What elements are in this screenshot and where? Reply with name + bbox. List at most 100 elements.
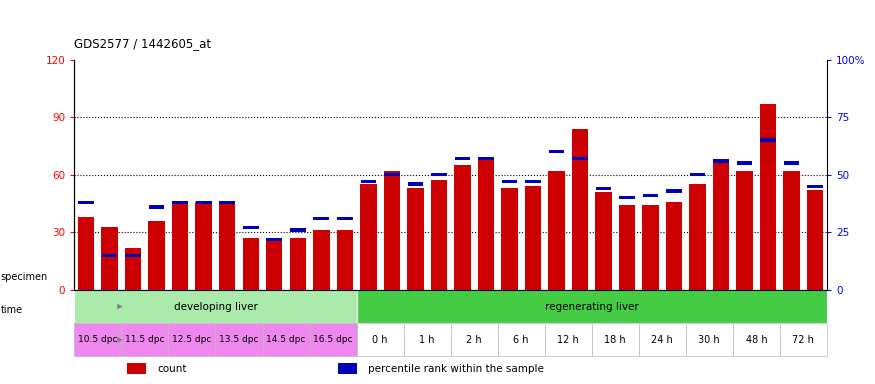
Bar: [643, 194, 658, 197]
Bar: [807, 190, 823, 290]
Text: 1 h: 1 h: [419, 335, 435, 345]
Text: 0 h: 0 h: [373, 335, 388, 345]
Text: 14.5 dpc: 14.5 dpc: [266, 335, 305, 344]
Bar: [78, 217, 94, 290]
Bar: [195, 202, 212, 290]
Bar: [737, 171, 752, 290]
Bar: [172, 202, 188, 290]
Bar: [642, 205, 659, 290]
Text: 10.5 dpc: 10.5 dpc: [78, 335, 117, 344]
Text: 13.5 dpc: 13.5 dpc: [220, 335, 259, 344]
Bar: [686, 323, 733, 356]
Bar: [733, 323, 780, 356]
Bar: [713, 163, 729, 290]
Bar: [102, 253, 117, 257]
Bar: [149, 205, 164, 209]
Bar: [383, 171, 400, 290]
Bar: [122, 323, 168, 356]
Bar: [592, 323, 639, 356]
Text: 12 h: 12 h: [557, 335, 579, 345]
Bar: [360, 180, 376, 183]
Text: GDS2577 / 1442605_at: GDS2577 / 1442605_at: [74, 37, 212, 50]
Bar: [544, 323, 592, 356]
Bar: [215, 323, 262, 356]
Bar: [501, 180, 517, 183]
Bar: [430, 180, 447, 290]
Bar: [501, 188, 518, 290]
Bar: [760, 139, 776, 142]
Text: count: count: [158, 364, 186, 374]
Bar: [596, 187, 612, 190]
Bar: [403, 323, 451, 356]
Bar: [525, 186, 541, 290]
Bar: [290, 238, 306, 290]
Text: 48 h: 48 h: [746, 335, 767, 345]
Text: time: time: [1, 305, 23, 315]
Bar: [783, 171, 800, 290]
Bar: [338, 363, 357, 374]
Bar: [74, 290, 357, 323]
Bar: [455, 157, 470, 161]
Text: 18 h: 18 h: [605, 335, 626, 345]
Bar: [498, 323, 544, 356]
Bar: [172, 200, 188, 204]
Bar: [290, 228, 305, 232]
Bar: [478, 157, 494, 161]
Bar: [780, 323, 827, 356]
Bar: [690, 184, 706, 290]
Bar: [313, 217, 329, 220]
Bar: [266, 240, 283, 290]
Bar: [713, 159, 729, 163]
Bar: [571, 129, 588, 290]
Bar: [360, 184, 376, 290]
Bar: [737, 162, 752, 165]
Text: 2 h: 2 h: [466, 335, 482, 345]
Bar: [431, 173, 446, 177]
Bar: [357, 323, 403, 356]
Bar: [478, 159, 494, 290]
Bar: [125, 248, 142, 290]
Text: percentile rank within the sample: percentile rank within the sample: [368, 364, 543, 374]
Bar: [219, 202, 235, 290]
Bar: [313, 230, 330, 290]
Bar: [620, 196, 634, 200]
Bar: [242, 238, 259, 290]
Bar: [127, 363, 146, 374]
Bar: [125, 253, 141, 257]
Bar: [220, 200, 235, 204]
Bar: [149, 221, 164, 290]
Bar: [525, 180, 541, 183]
Bar: [619, 205, 635, 290]
Bar: [243, 226, 258, 229]
Bar: [808, 184, 822, 188]
Text: 12.5 dpc: 12.5 dpc: [172, 335, 212, 344]
Bar: [595, 192, 612, 290]
Bar: [102, 227, 118, 290]
Bar: [357, 290, 827, 323]
Bar: [79, 200, 94, 204]
Bar: [784, 162, 800, 165]
Text: 30 h: 30 h: [698, 335, 720, 345]
Bar: [760, 104, 776, 290]
Bar: [74, 323, 122, 356]
Bar: [262, 323, 310, 356]
Text: specimen: specimen: [1, 272, 48, 282]
Bar: [407, 188, 423, 290]
Text: 6 h: 6 h: [514, 335, 528, 345]
Bar: [549, 150, 564, 153]
Text: 72 h: 72 h: [793, 335, 815, 345]
Bar: [666, 202, 682, 290]
Text: 24 h: 24 h: [651, 335, 673, 345]
Bar: [384, 173, 400, 177]
Bar: [196, 200, 212, 204]
Bar: [666, 189, 682, 192]
Bar: [690, 173, 705, 177]
Bar: [337, 217, 353, 220]
Text: developing liver: developing liver: [173, 301, 257, 311]
Bar: [451, 323, 498, 356]
Bar: [267, 237, 282, 241]
Text: regenerating liver: regenerating liver: [545, 301, 639, 311]
Bar: [310, 323, 357, 356]
Bar: [168, 323, 215, 356]
Bar: [337, 230, 353, 290]
